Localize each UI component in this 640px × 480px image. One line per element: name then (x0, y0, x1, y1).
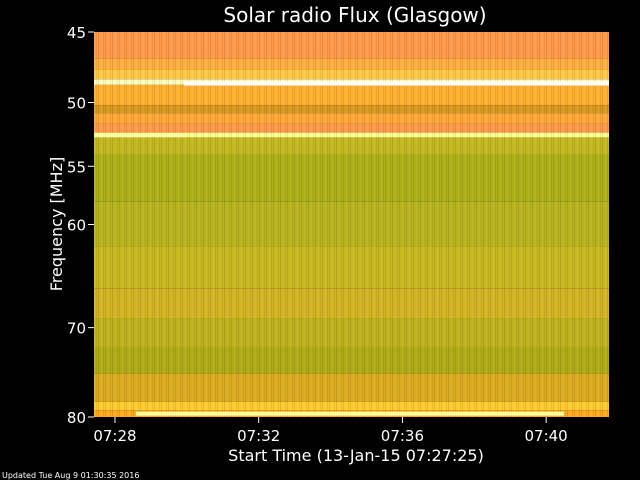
x-tick-label: 07:28 (93, 427, 136, 445)
y-axis-label: Frequency [MHz] (47, 157, 66, 291)
y-tick-label: 80 (67, 409, 86, 427)
bright-line (183, 81, 610, 86)
bright-lines (94, 81, 610, 416)
y-axis: 45 50 55 60 70 80 (67, 24, 94, 427)
bright-line (94, 133, 184, 138)
x-axis-label: Start Time (13-Jan-15 07:27:25) (228, 446, 484, 465)
stripe-overlay (94, 32, 609, 417)
y-tick-label: 55 (67, 158, 86, 176)
bright-line (135, 411, 565, 416)
y-tick-label: 50 (67, 95, 86, 113)
y-tick-label: 70 (67, 320, 86, 338)
x-axis: 07:28 07:32 07:36 07:40 (93, 417, 568, 445)
y-tick-label: 45 (67, 24, 86, 42)
y-tick-label: 60 (67, 217, 86, 235)
footer-timestamp: Updated Tue Aug 9 01:30:35 2016 (2, 471, 139, 480)
x-tick-label: 07:40 (525, 427, 568, 445)
x-tick-label: 07:36 (381, 427, 424, 445)
chart-title: Solar radio Flux (Glasgow) (223, 3, 486, 27)
x-tick-label: 07:32 (237, 427, 280, 445)
